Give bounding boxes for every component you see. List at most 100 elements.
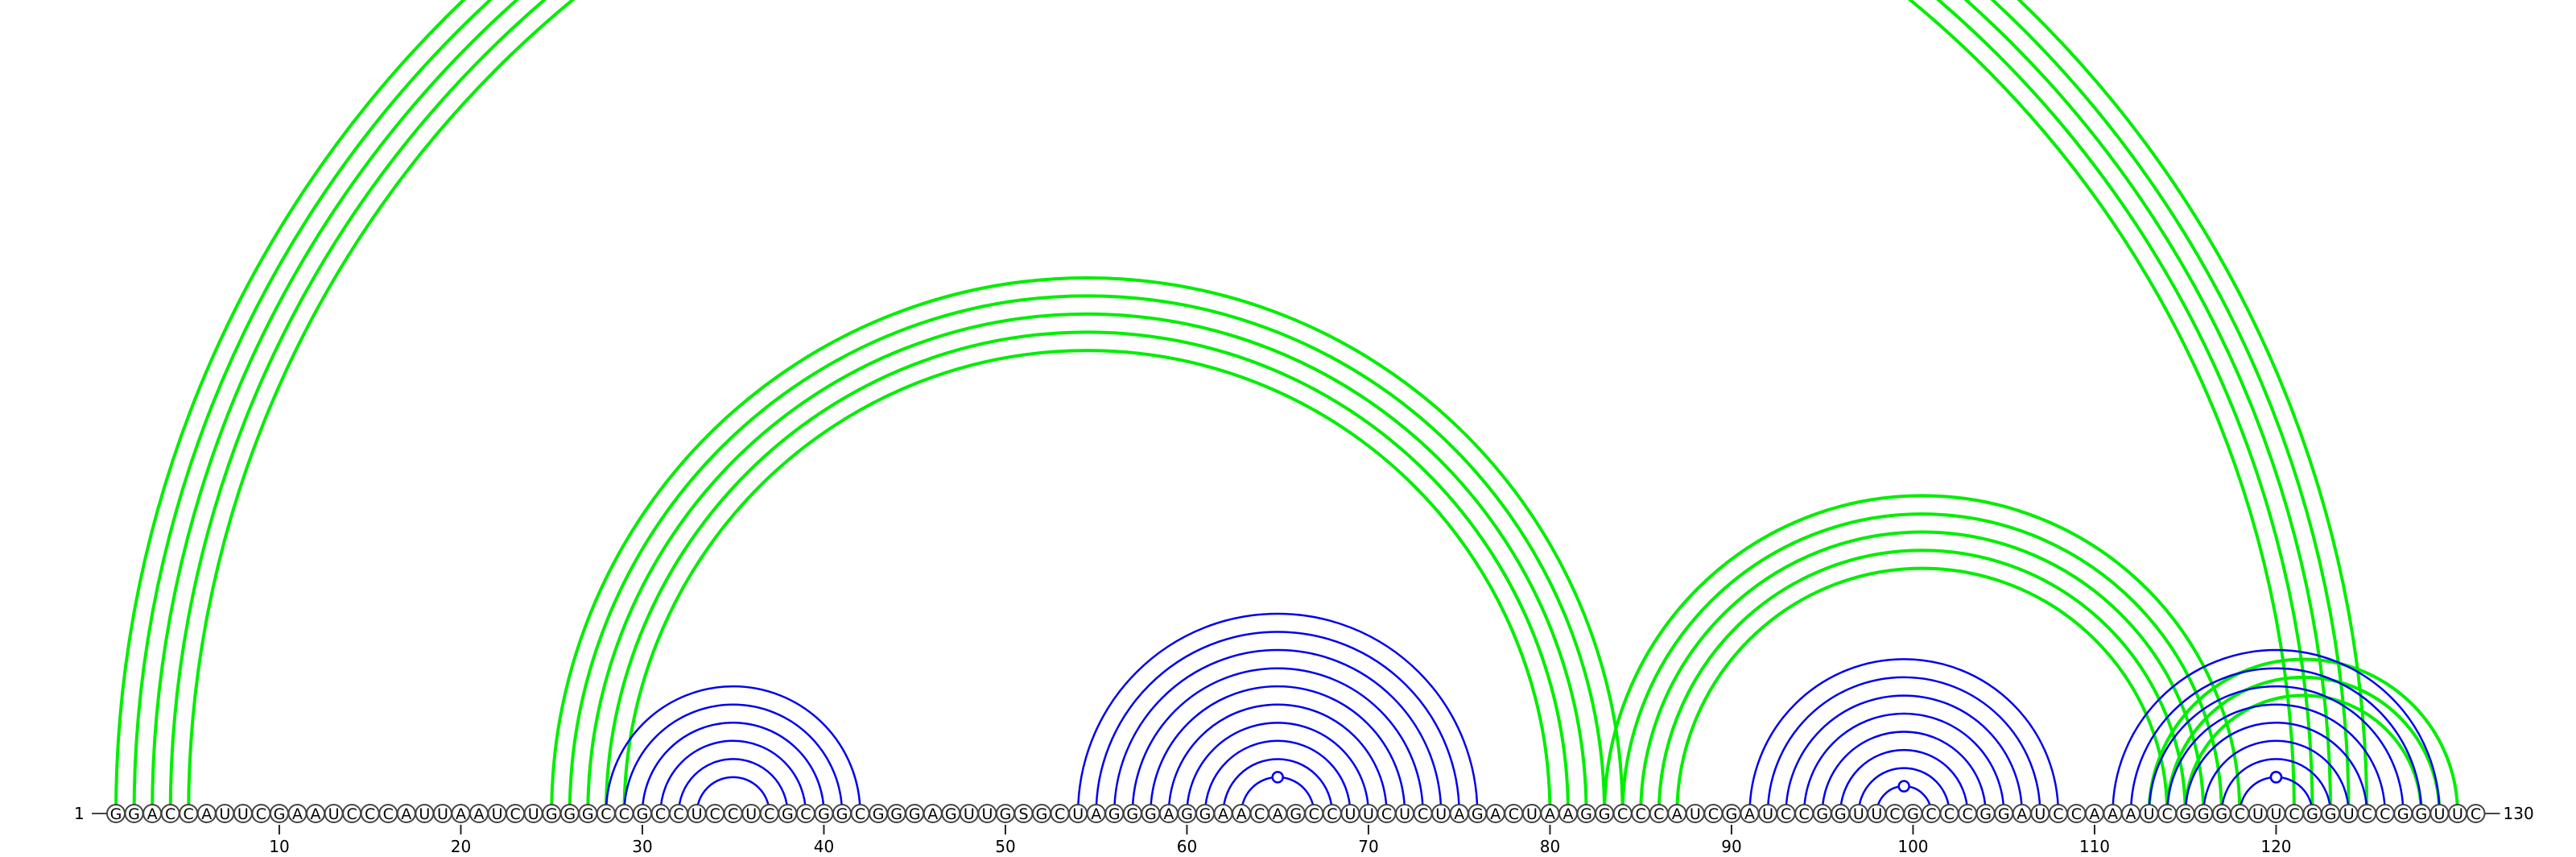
nucleotide-letter: C [1889, 805, 1900, 823]
nucleotide-letter: G [945, 805, 957, 823]
nucleotide-letter: A [2126, 805, 2136, 823]
primary-arc [2184, 722, 2368, 814]
nucleotide-letter: C [1636, 805, 1646, 823]
primary-arc [1821, 731, 1987, 814]
nucleotide-letter: C [764, 805, 774, 823]
nucleotide-letter: C [601, 805, 611, 823]
primary-arc [1857, 767, 1951, 814]
nucleotide-letter: G [1979, 805, 1992, 823]
nucleotide-letter: C [1254, 805, 1265, 823]
nucleotide-letter: G [128, 805, 140, 823]
nucleotide-letter: G [2179, 805, 2191, 823]
tick-label: 110 [2079, 837, 2110, 856]
sequence-end-label: 130 [2504, 804, 2534, 823]
alternate-arc [604, 330, 1570, 814]
nucleotide-letter: A [1273, 805, 1283, 823]
tick-label: 60 [1177, 837, 1197, 856]
nucleotide-letter: G [637, 805, 649, 823]
alternate-arc [568, 294, 1607, 814]
nucleotide-letter: C [1708, 805, 1719, 823]
nucleotide-letter: U [691, 805, 703, 823]
nucleotide-letter: G [1998, 805, 2010, 823]
nucleotide-letter: C [1055, 805, 1065, 823]
nucleotide-letter: C [1309, 805, 1319, 823]
nucleotide-letter: G [582, 805, 594, 823]
nucleotide-letter: U [2270, 805, 2281, 823]
primary-arc [623, 703, 844, 814]
alternate-arc [2165, 675, 2442, 814]
arc-marker [2269, 771, 2283, 784]
nucleotide-letter: A [1236, 805, 1247, 823]
nucleotide-letter: U [437, 805, 448, 823]
primary-arc [1839, 748, 1969, 814]
alternate-arc [1675, 566, 2169, 814]
nucleotide-letter: U [2034, 805, 2046, 823]
nucleotide-letter: A [2017, 805, 2027, 823]
nucleotide-letter: A [1490, 805, 1501, 823]
primary-arc [1203, 739, 1352, 814]
nucleotide-letter: A [2089, 805, 2099, 823]
nucleotide-letter: U [492, 805, 503, 823]
nucleotide-letter: A [456, 805, 466, 823]
nucleotide-letter: C [365, 805, 375, 823]
arc-markers [1271, 771, 2283, 793]
tick-label: 100 [1897, 837, 1928, 856]
nucleotide-letter: G [1472, 805, 1484, 823]
nucleotide-letter: C [2380, 805, 2390, 823]
nucleotide-letter: U [1435, 805, 1447, 823]
nucleotide-letter: C [1381, 805, 1392, 823]
nucleotide-letter: C [1327, 805, 1337, 823]
alternate-arc [168, 0, 2314, 814]
nucleotide-letter: C [1617, 805, 1628, 823]
primary-arc [641, 722, 825, 814]
nucleotide-letter: G [1599, 805, 1611, 823]
alternate-arc [550, 275, 1624, 814]
nucleotide-letter: G [110, 805, 122, 823]
alternate-arc [132, 0, 2351, 814]
nucleotide-letter: C [728, 805, 738, 823]
alternate-arc [2147, 657, 2459, 814]
nucleotide-letter: G [782, 805, 794, 823]
nucleotide-letter: A [1744, 805, 1755, 823]
nucleotide-letter: G [1036, 805, 1048, 823]
nucleotide-letter: U [1762, 805, 1773, 823]
nucleotide-letter: G [2306, 805, 2318, 823]
alternate-arc [586, 312, 1588, 814]
nucleotide-letter: G [2198, 805, 2210, 823]
nucleotide-letter: U [528, 805, 539, 823]
tick-label: 40 [814, 837, 834, 856]
nucleotide-letter: G [1108, 805, 1121, 823]
nucleotide-letter: C [1509, 805, 1519, 823]
nucleotide-letter: A [474, 805, 485, 823]
nucleotide-letter: C [673, 805, 683, 823]
primary-arc [605, 685, 861, 814]
nucleotide-letter: U [2434, 805, 2445, 823]
primary-arc [1802, 712, 2005, 814]
primary-arc [2202, 739, 2350, 814]
alternate-arc [1657, 549, 2187, 814]
sequence-start-label: 1 [74, 804, 85, 823]
nucleotide-letter: U [1526, 805, 1538, 823]
nucleotide-letter: C [1781, 805, 1791, 823]
nucleotide-letter: A [1454, 805, 1464, 823]
nucleotide-letter: U [328, 805, 340, 823]
nucleotide-letter: C [347, 805, 357, 823]
nucleotide-letter: G [274, 805, 286, 823]
nucleotide-letter: A [1163, 805, 1174, 823]
nucleotide-letter: A [147, 805, 158, 823]
nucleotide-letter: G [1726, 805, 1738, 823]
nucleotide-letter: G [873, 805, 885, 823]
alternate-arc [1620, 512, 2223, 814]
tick-label: 70 [1358, 837, 1378, 856]
nucleotide-letter: C [2289, 805, 2299, 823]
arc-marker [1271, 771, 1284, 784]
primary-arc [1113, 648, 1443, 814]
primary-arc [1095, 631, 1460, 814]
nucleotide-letter: C [2471, 805, 2481, 823]
nucleotide-letter: U [2343, 805, 2355, 823]
primary-arc [2148, 685, 2405, 814]
nucleotide-letter: U [2452, 805, 2463, 823]
nucleotide-letter: A [1563, 805, 1574, 823]
primary-arc [2220, 758, 2332, 814]
